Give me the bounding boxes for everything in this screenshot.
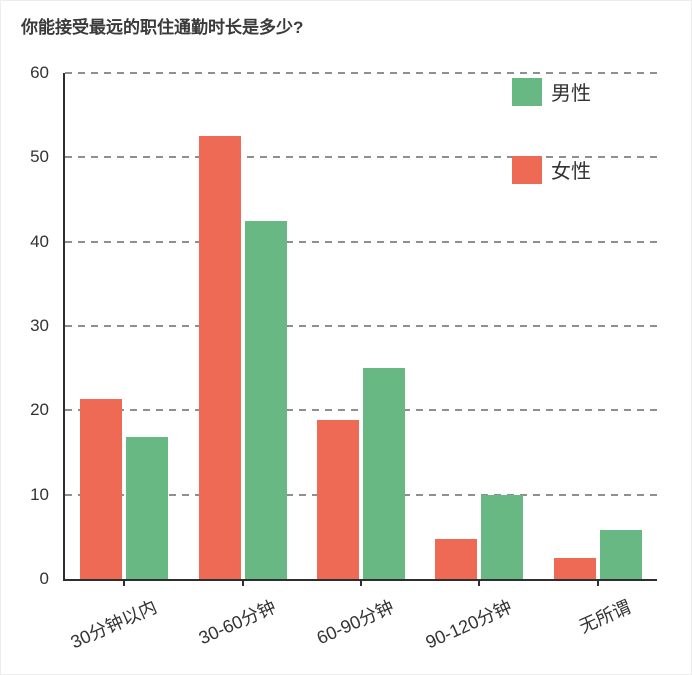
gridline-20 — [65, 409, 657, 412]
x-tick-mark-1 — [123, 579, 126, 586]
x-tick-label-5: 无所谓 — [576, 596, 634, 637]
bar-group-5 — [539, 73, 657, 579]
female-legend-swatch — [512, 155, 542, 184]
x-tick-mark-2 — [241, 579, 244, 586]
y-tick-label-0: 0 — [39, 569, 49, 588]
bars-layer — [65, 73, 657, 579]
bar-male-4 — [481, 494, 524, 579]
bar-group-4 — [420, 73, 538, 579]
x-tick-mark-3 — [360, 579, 362, 586]
gridlines-layer — [65, 72, 657, 579]
male-legend-swatch — [512, 77, 542, 106]
x-tick-cell-3: 60-90分钟 — [302, 579, 420, 659]
bar-female-3 — [317, 420, 360, 579]
bar-female-2 — [198, 136, 241, 579]
bar-male-3 — [363, 368, 406, 579]
bar-group-1 — [65, 73, 183, 579]
gridline-50 — [65, 156, 657, 159]
x-tick-cell-5: 无所谓 — [539, 579, 657, 659]
y-tick-label-30: 30 — [30, 316, 49, 335]
x-tick-label-2: 30-60分钟 — [195, 596, 279, 649]
y-tick-label-60: 60 — [30, 63, 49, 82]
x-axis-labels: 30分钟以内 30-60分钟 60-90分钟 90-120分钟 无所谓 — [65, 579, 657, 659]
y-axis-labels: 0 10 20 30 40 50 60 — [1, 63, 49, 588]
bar-male-1 — [126, 437, 169, 579]
x-tick-label-4: 90-120分钟 — [422, 596, 516, 653]
legend-item-male: 男性 — [512, 77, 591, 106]
legend-item-female: 女性 — [512, 155, 591, 184]
x-tick-cell-1: 30分钟以内 — [65, 579, 183, 659]
y-tick-label-20: 20 — [30, 400, 49, 420]
gridline-30 — [65, 325, 657, 327]
gridline-10 — [65, 493, 657, 496]
gridline-40 — [65, 240, 657, 243]
bar-female-5 — [553, 557, 596, 579]
x-tick-label-3: 60-90分钟 — [313, 596, 397, 649]
bar-group-2 — [183, 73, 301, 579]
x-tick-label-1: 30分钟以内 — [67, 596, 160, 653]
bar-female-4 — [435, 539, 478, 579]
x-tick-mark-4 — [478, 579, 481, 586]
bar-male-2 — [244, 220, 287, 579]
x-tick-mark-5 — [596, 579, 599, 586]
x-tick-cell-2: 30-60分钟 — [183, 579, 301, 659]
y-tick-label-40: 40 — [30, 231, 49, 251]
x-tick-cell-4: 90-120分钟 — [420, 579, 538, 659]
y-tick-label-10: 10 — [30, 484, 49, 504]
legend: 男性 女性 — [512, 77, 591, 184]
female-legend-label: 女性 — [551, 161, 591, 183]
bar-male-5 — [599, 530, 642, 579]
gridline-60 — [65, 72, 657, 74]
y-tick-label-50: 50 — [30, 147, 49, 167]
plot-area: 30分钟以内 30-60分钟 60-90分钟 90-120分钟 无所谓 — [63, 72, 657, 652]
chart-title: 你能接受最远的职住通勤时长是多少? — [21, 18, 304, 37]
male-legend-label: 男性 — [551, 83, 591, 105]
bar-group-3 — [302, 73, 420, 579]
bar-female-1 — [80, 399, 123, 579]
